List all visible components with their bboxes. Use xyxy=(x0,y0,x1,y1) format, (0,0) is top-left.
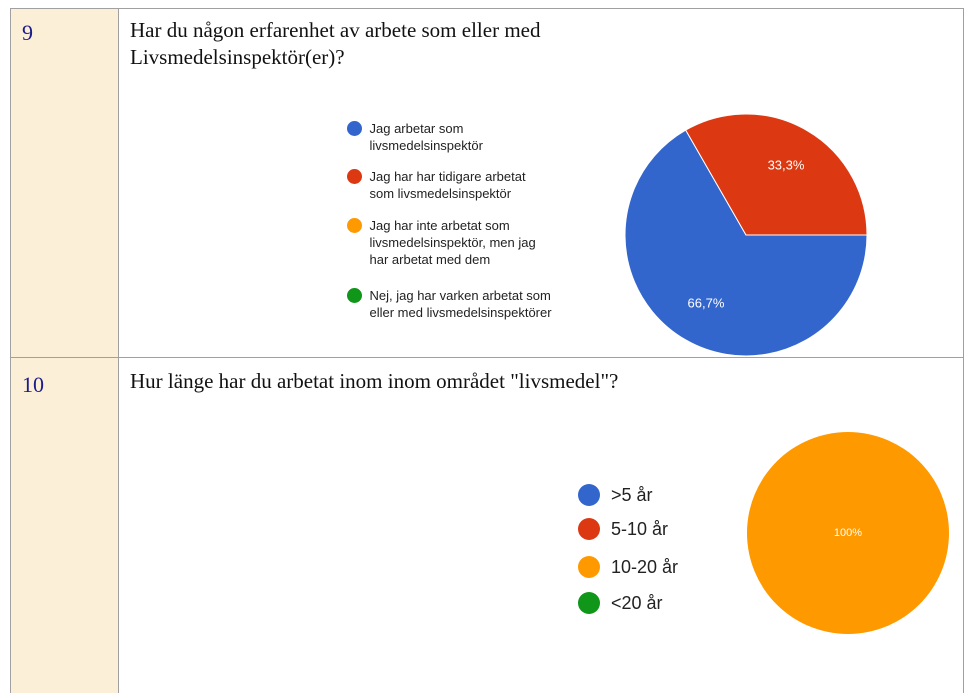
row-number: 9 xyxy=(22,20,33,45)
legend-item: Jag har inte arbetat som livsmedelsinspe… xyxy=(347,217,552,268)
border xyxy=(118,8,119,693)
legend-dot xyxy=(578,592,600,614)
legend-item: <20 år xyxy=(578,592,728,614)
legend-dot xyxy=(347,218,362,233)
legend-label: Nej, jag har varken arbetat som eller me… xyxy=(369,288,552,320)
legend-dot xyxy=(347,169,362,184)
slice-label: 100% xyxy=(834,527,862,539)
legend-label: >5 år xyxy=(611,485,653,505)
legend-label: 10-20 år xyxy=(611,557,679,577)
legend-item: 5-10 år xyxy=(578,518,728,540)
question: Har du någon erfarenhet av arbete som el… xyxy=(130,18,541,69)
legend-item: >5 år xyxy=(578,484,728,506)
question: Hur länge har du arbetat inom inom områd… xyxy=(130,369,619,393)
border xyxy=(10,8,964,9)
legend-dot xyxy=(347,288,362,303)
label-column xyxy=(10,8,118,693)
slice-label: 33,3% xyxy=(768,157,805,172)
pie-slice xyxy=(747,432,949,634)
legend-dot xyxy=(578,518,600,540)
row-number: 10 xyxy=(22,372,44,397)
slice-label: 66,7% xyxy=(688,296,725,311)
legend-dot xyxy=(578,484,600,506)
legend-item: Nej, jag har varken arbetat som eller me… xyxy=(347,287,552,321)
legend-label: Jag har har tidigare arbetat som livsmed… xyxy=(369,169,526,201)
pie-slice xyxy=(624,129,868,357)
legend-item: 10-20 år xyxy=(578,556,728,578)
pie-slice xyxy=(685,113,868,236)
border xyxy=(10,357,964,358)
legend-label: Jag har inte arbetat som livsmedelsinspe… xyxy=(369,218,536,267)
legend-dot xyxy=(578,556,600,578)
legend-item: Jag har har tidigare arbetat som livsmed… xyxy=(347,168,552,202)
legend-label: 5-10 år xyxy=(611,519,669,539)
legend-label: Jag arbetar som livsmedelsinspektör xyxy=(369,121,483,153)
legend-item: Jag arbetar som livsmedelsinspektör xyxy=(347,120,552,154)
legend-label: <20 år xyxy=(611,593,663,613)
border xyxy=(10,8,11,693)
legend-dot xyxy=(347,121,362,136)
border xyxy=(963,8,964,693)
